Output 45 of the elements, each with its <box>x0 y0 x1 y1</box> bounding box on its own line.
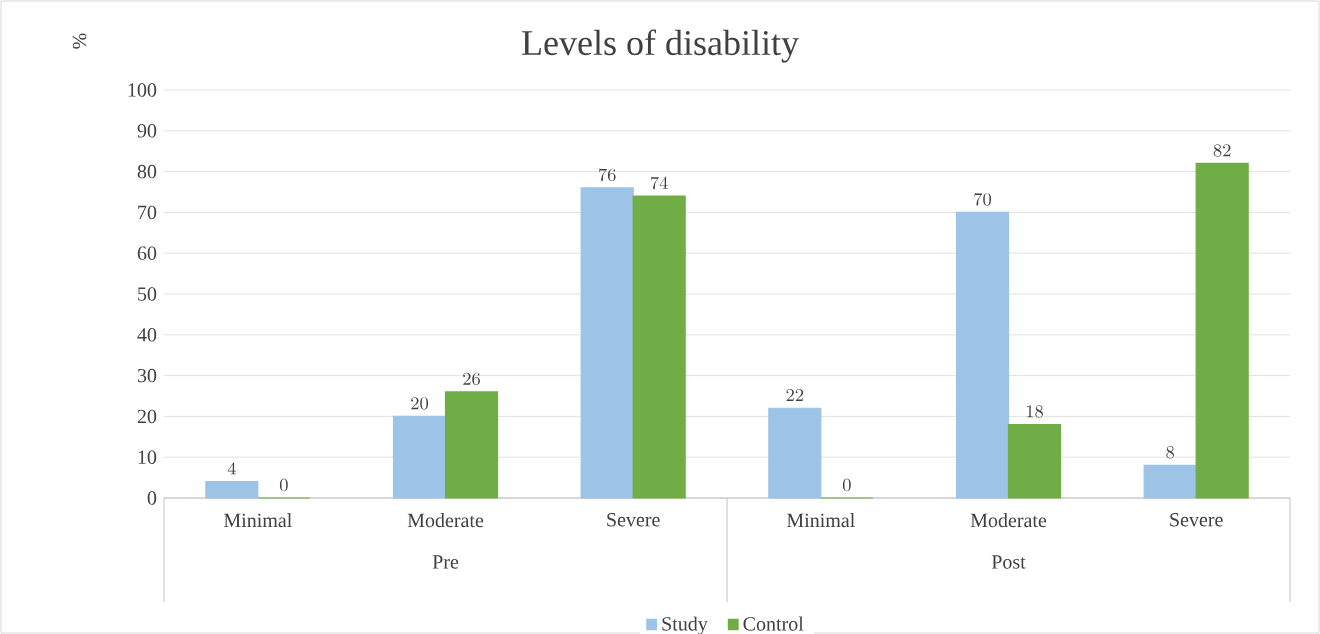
y-tick-label: 80 <box>137 164 157 179</box>
y-tick-label: 100 <box>128 83 157 97</box>
bar <box>1195 162 1249 499</box>
data-label: 0 <box>842 478 851 492</box>
x-tick-label: Severe <box>607 513 660 527</box>
data-label: 82 <box>1213 144 1231 157</box>
data-label: 70 <box>974 192 992 206</box>
data-label: 20 <box>411 397 429 410</box>
text: Post <box>991 555 1026 569</box>
bar <box>632 195 686 499</box>
y-tick-label: 90 <box>137 124 157 138</box>
y-tick-label: 0 <box>147 491 157 505</box>
x-tick-label: Minimal <box>786 513 855 528</box>
data-label: 0 <box>279 478 288 492</box>
y-tick-label: 20 <box>137 409 157 424</box>
legend-label: Control <box>743 616 804 631</box>
y-tick-label: 60 <box>137 246 157 260</box>
data-label: 4 <box>227 462 236 475</box>
data-label: 76 <box>598 168 616 182</box>
bar <box>205 481 259 499</box>
x-tick-label: Minimal <box>223 513 292 528</box>
y-tick-label: 50 <box>138 287 157 301</box>
bar <box>955 211 1010 499</box>
bar <box>1007 423 1062 499</box>
data-label: 74 <box>650 176 668 190</box>
x-tick-label: Moderate <box>970 513 1047 528</box>
bar <box>580 187 634 499</box>
y-tick-label: 40 <box>137 328 157 342</box>
data-label: 26 <box>463 372 480 386</box>
chart-title: Levels of disability <box>522 29 799 63</box>
bar <box>768 407 822 499</box>
y-axis-title: % <box>72 33 87 49</box>
x-tick-label: Moderate <box>407 513 484 528</box>
bar <box>1143 464 1197 499</box>
data-label: 8 <box>1166 446 1175 459</box>
y-tick-label: 10 <box>138 450 157 464</box>
legend-label: Study <box>662 616 708 634</box>
text: Pre <box>432 555 459 569</box>
x-tick-label: Severe <box>1170 513 1223 527</box>
y-tick-label: 70 <box>138 205 157 220</box>
bar <box>392 415 447 499</box>
bar <box>444 391 499 499</box>
y-tick-label: 30 <box>137 368 157 383</box>
data-label: 18 <box>1026 405 1043 418</box>
data-label: 22 <box>786 388 804 401</box>
